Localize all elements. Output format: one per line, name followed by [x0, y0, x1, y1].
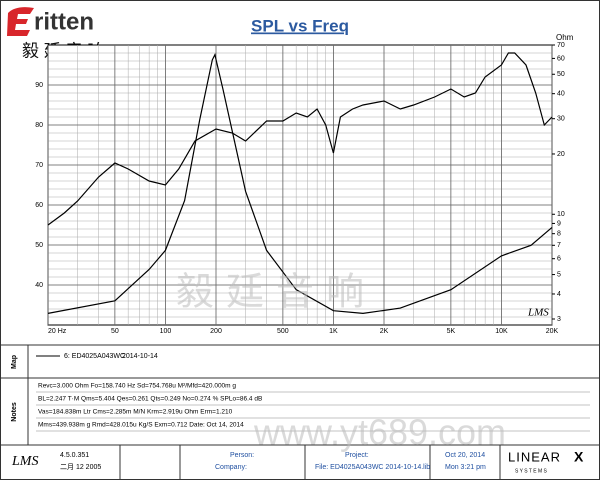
- y-tick-label: 70: [35, 162, 43, 169]
- y-tick-label: 50: [35, 242, 43, 249]
- y2-tick-label: 8: [557, 231, 561, 238]
- y2-tick-label: 3: [557, 316, 561, 323]
- x-tick-label: 2K: [380, 328, 389, 335]
- legend-date: 2014-10-14: [122, 353, 158, 360]
- y2-tick-label: 4: [557, 291, 561, 298]
- x-tick-label: 20 Hz: [48, 328, 67, 335]
- note-line: Revc=3.000 Ohm Fo=158.740 Hz Sd=754.768u…: [38, 383, 236, 390]
- brand-x: X: [574, 449, 584, 465]
- y-tick-label: 60: [35, 202, 43, 209]
- y2-tick-label: 10: [557, 211, 565, 218]
- version: 4.5.0.351: [60, 452, 89, 459]
- note-line: Mms=439.938m g Rmd=428.015u Kg/S Exm=0.7…: [38, 422, 244, 429]
- y2-tick-label: 50: [557, 71, 565, 78]
- footer-logo: LMS: [11, 454, 38, 469]
- notes: Revc=3.000 Ohm Fo=158.740 Hz Sd=754.768u…: [36, 383, 590, 432]
- y2-tick-label: 70: [557, 42, 565, 49]
- brand-sub: S Y S T E M S: [515, 468, 548, 474]
- watermark: 毅 廷 音 响: [176, 270, 364, 314]
- watermark-url: www.yt689.com: [253, 412, 506, 453]
- y2-axis-label: Ohm: [556, 33, 574, 42]
- note-line: BL=2.247 T·M Qms=5.404 Qes=0.261 Qts=0.2…: [38, 396, 262, 403]
- footer: LMS 4.5.0.351 二月 12 2005 Person: Company…: [11, 445, 584, 480]
- company: Company:: [215, 464, 247, 471]
- y2-tick-label: 20: [557, 151, 565, 158]
- x-tick-label: 5K: [447, 328, 456, 335]
- plot: 20 Hz 50 100 200 500 1K 2K 5K 10K 20K 40 50 60 70 80 90…: [35, 42, 565, 335]
- panel-label: Map: [11, 355, 18, 369]
- series-line: [47, 52, 553, 226]
- chart-title: SPL vs Freq: [251, 16, 349, 35]
- x-tick-label: 20K: [546, 328, 559, 335]
- note-line: Vas=184.838m Ltr Cms=2.285m M/N Krm=2.91…: [38, 409, 233, 416]
- logo-mark: [7, 7, 34, 36]
- series-line: [47, 52, 553, 315]
- y-tick-label: 40: [35, 282, 43, 289]
- y-tick-label: 90: [35, 82, 43, 89]
- project: Project:: [345, 452, 369, 459]
- file: File: ED4025A043WC 2014-10-14.lib: [315, 464, 430, 471]
- date: Oct 20, 2014: [445, 452, 485, 459]
- logo-text: ritten: [34, 8, 94, 35]
- x-tick-label: 10K: [495, 328, 508, 335]
- person: Person:: [230, 452, 254, 459]
- time: Mon 3:21 pm: [445, 464, 486, 471]
- x-tick-label: 50: [111, 328, 119, 335]
- plot-logo: LMS: [527, 307, 549, 319]
- x-tick-label: 500: [277, 328, 289, 335]
- x-tick-label: 1K: [329, 328, 338, 335]
- brand: LINEAR: [508, 449, 561, 464]
- y-tick-label: 80: [35, 122, 43, 129]
- build-date: 二月 12 2005: [60, 463, 101, 471]
- y2-tick-label: 9: [557, 220, 561, 227]
- x-tick-label: 100: [160, 328, 172, 335]
- panel-label: Notes: [11, 402, 18, 422]
- y2-tick-label: 30: [557, 116, 565, 123]
- y2-tick-label: 40: [557, 91, 565, 98]
- y2-tick-label: 6: [557, 256, 561, 263]
- x-tick-label: 200: [210, 328, 222, 335]
- y2-tick-label: 60: [557, 55, 565, 62]
- legend-entry: 6: ED4025A043WC: [64, 353, 125, 360]
- y2-tick-label: 7: [557, 242, 561, 249]
- y2-tick-label: 5: [557, 271, 561, 278]
